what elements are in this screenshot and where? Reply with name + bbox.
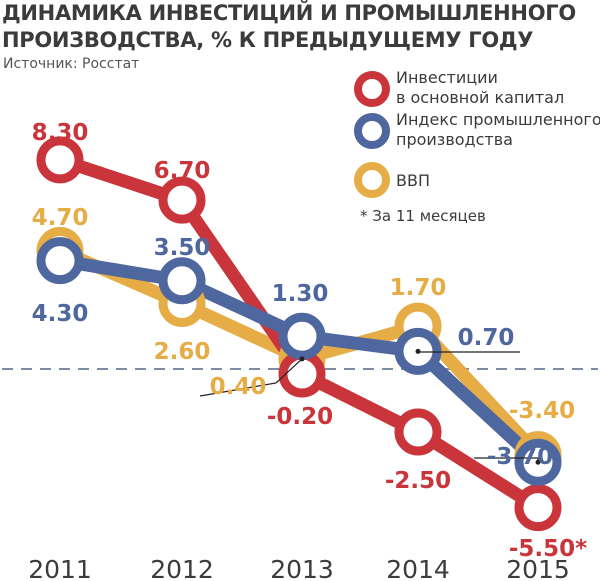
investments-marker-2014	[394, 408, 442, 456]
investments-label-2013: -0.20	[267, 404, 333, 430]
x-tick-2012: 2012	[150, 555, 214, 581]
investments-marker-2015	[514, 484, 562, 532]
footnote: * За 11 месяцев	[360, 207, 486, 225]
gdp-label-2011: 4.70	[32, 205, 89, 231]
legend-label-industry-line2: производства	[396, 130, 513, 149]
investments-marker-2011	[36, 136, 84, 184]
industry-label-2013: 1.30	[272, 281, 329, 307]
source-note: Источник: Росстат	[3, 56, 140, 72]
industry-leader-2014	[417, 351, 520, 353]
gdp-label-2012: 2.60	[154, 339, 211, 365]
industry-label-2012: 3.50	[154, 235, 211, 261]
chart-title: ДИНАМИКА ИНВЕСТИЦИЙ И ПРОМЫШЛЕННОГО ПРОИ…	[2, 1, 576, 52]
investments-label-2014: -2.50	[385, 468, 451, 494]
legend-label-gdp: ВВП	[396, 171, 430, 190]
industry-marker-2011	[36, 237, 84, 285]
x-tick-2011: 2011	[28, 555, 92, 581]
industry-leader-dot-2014	[415, 348, 421, 354]
x-tick-2014: 2014	[386, 555, 450, 581]
legend-marker-industry	[354, 113, 390, 149]
x-tick-2015: 2015	[506, 555, 570, 581]
legend-marker-investments	[354, 71, 390, 107]
legend-label-industry-line1: Индекс промышленного	[396, 110, 600, 129]
investments-label-2012: 6.70	[154, 158, 211, 184]
investments-label-2015: -5.50*	[509, 536, 587, 562]
legend-marker-gdp	[354, 162, 390, 198]
investments-marker-2012	[158, 176, 206, 224]
industry-marker-2013	[278, 312, 326, 360]
gdp-leader-dot-2013	[299, 356, 305, 362]
investments-label-2011: 8.30	[32, 120, 89, 146]
industry-label-2015: -3.70	[487, 444, 553, 470]
industry-leader-dot-2015	[535, 459, 541, 465]
industry-label-2014: 0.70	[458, 325, 515, 351]
gdp-leader-2013	[199, 358, 303, 397]
industry-label-2011: 4.30	[32, 301, 89, 327]
industry-marker-2012	[158, 257, 206, 305]
gdp-label-2014: 1.70	[390, 275, 447, 301]
gdp-label-2013: 0.40	[210, 374, 267, 400]
gdp-label-2015: -3.40	[509, 398, 575, 424]
x-tick-2013: 2013	[270, 555, 334, 581]
legend-label-investments-line1: Инвестиции	[396, 68, 498, 87]
legend-label-investments-line2: в основной капитал	[396, 88, 564, 107]
